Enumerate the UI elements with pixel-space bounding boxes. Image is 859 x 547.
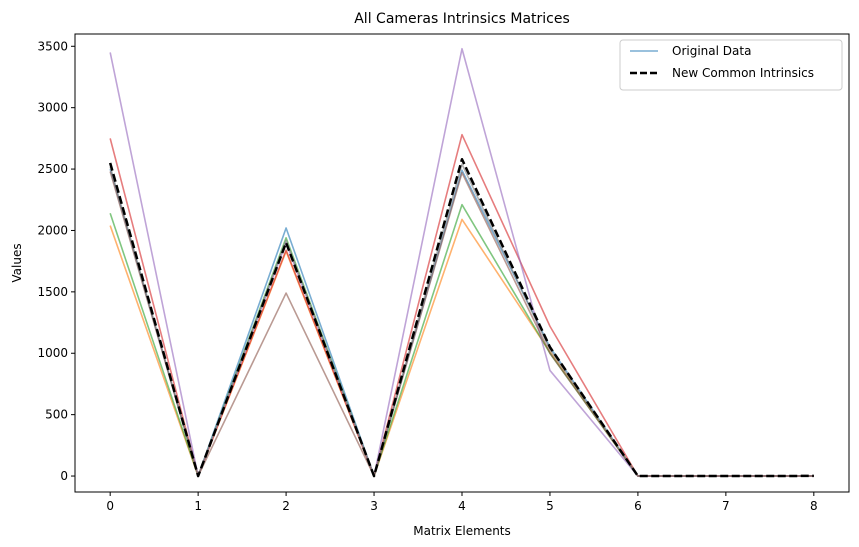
- legend-label-new-common-intrinsics: New Common Intrinsics: [672, 66, 814, 80]
- y-axis-ticks: 0 500 1000 1500 2000 2500 3000 3500: [37, 39, 75, 483]
- x-axis-title: Matrix Elements: [413, 524, 511, 538]
- series-line-new-common-intrinsics: [108, 157, 814, 478]
- x-tick-label: 1: [194, 499, 202, 513]
- y-tick-label: 1000: [37, 346, 68, 360]
- legend: Original Data New Common Intrinsics: [619, 39, 843, 91]
- x-tick-label: 6: [634, 499, 642, 513]
- x-tick-label: 4: [458, 499, 466, 513]
- x-tick-label: 7: [722, 499, 730, 513]
- y-axis-title: Values: [10, 243, 24, 282]
- x-tick-label: 2: [282, 499, 290, 513]
- x-tick-label: 8: [810, 499, 818, 513]
- y-tick-label: 0: [60, 469, 68, 483]
- y-tick-label: 3500: [37, 39, 68, 53]
- y-tick-label: 500: [45, 408, 68, 422]
- series-lines: [108, 47, 814, 478]
- y-tick-label: 2500: [37, 162, 68, 176]
- y-tick-label: 2000: [37, 223, 68, 237]
- chart-title: All Cameras Intrinsics Matrices: [354, 11, 570, 27]
- legend-label-original-data: Original Data: [672, 44, 751, 58]
- x-axis-ticks: 0 1 2 3 4 5 6 7 8: [106, 492, 818, 513]
- x-tick-label: 5: [546, 499, 554, 513]
- x-tick-label: 3: [370, 499, 378, 513]
- legend-box: [619, 39, 843, 91]
- y-tick-label: 3000: [37, 101, 68, 115]
- x-tick-label: 0: [106, 499, 114, 513]
- y-tick-label: 1500: [37, 285, 68, 299]
